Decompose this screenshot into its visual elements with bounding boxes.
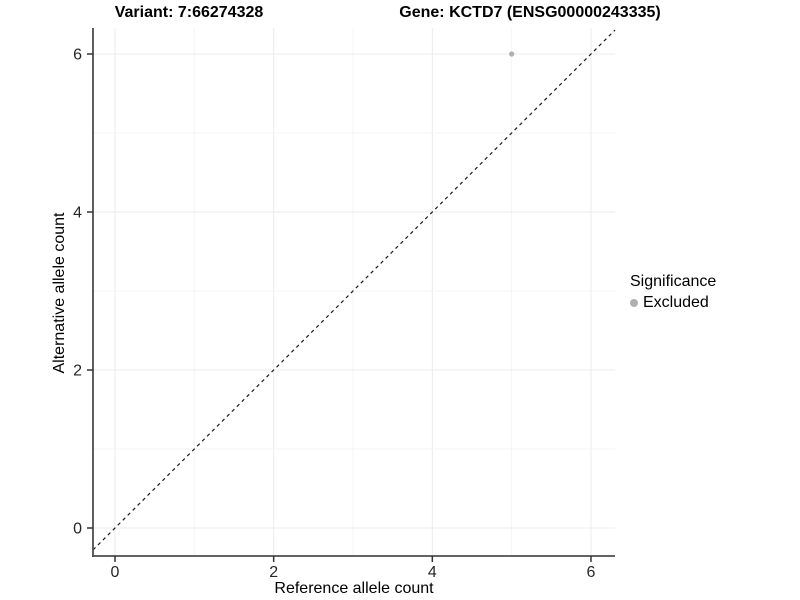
y-tick-label: 0 [73,521,82,538]
legend-item-excluded: Excluded [630,294,716,312]
y-tick-label: 6 [73,47,82,64]
data-point-excluded [509,51,515,57]
plot-title-variant: Variant: 7:66274328 [114,4,264,21]
x-tick-label: 0 [111,564,120,581]
identity-reference-line [92,29,616,551]
x-axis-title: Reference allele count [274,580,434,597]
legend: Significance Excluded [630,273,716,312]
x-tick-label: 2 [269,564,278,581]
plot-title-gene: Gene: KCTD7 (ENSG00000243335) [399,4,661,21]
legend-key-dot [630,299,638,307]
y-tick-label: 4 [73,205,82,222]
legend-item-label: Excluded [643,294,709,311]
legend-title: Significance [630,273,717,290]
y-axis-title: Alternative allele count [51,212,68,374]
x-tick-label: 4 [428,564,437,581]
y-tick-label: 2 [73,363,82,380]
x-tick-label: 6 [587,564,596,581]
